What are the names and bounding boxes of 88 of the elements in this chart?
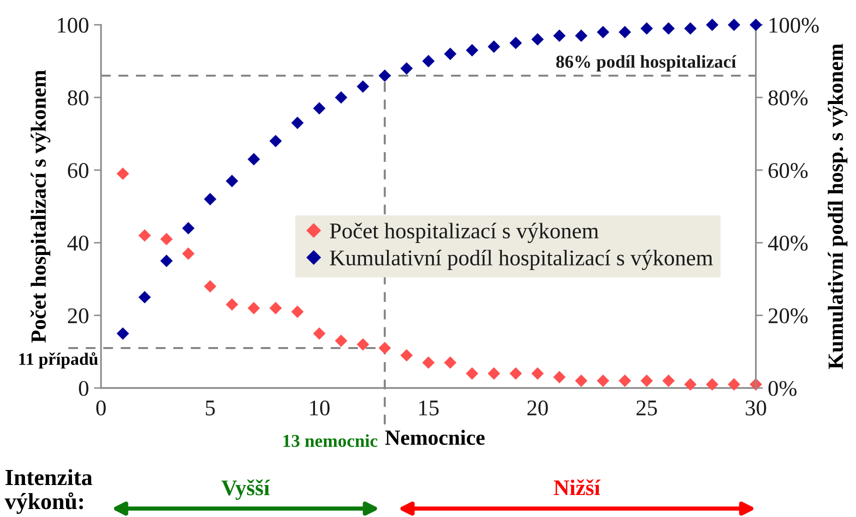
point <box>575 30 588 42</box>
y2-tick-label: 100% <box>770 18 819 33</box>
point <box>466 367 478 380</box>
point <box>334 91 348 104</box>
point <box>204 280 216 293</box>
point <box>269 302 282 314</box>
point <box>662 22 675 35</box>
point <box>116 168 130 180</box>
y-tick-label: 0 <box>78 380 88 396</box>
point <box>182 247 195 260</box>
point <box>116 327 130 340</box>
point <box>248 302 260 314</box>
point <box>618 374 632 387</box>
point <box>378 342 391 354</box>
x-tick-label: 20 <box>527 400 548 416</box>
point <box>204 192 216 206</box>
point <box>728 378 740 391</box>
text: Vyšší <box>221 479 270 500</box>
point <box>226 174 238 188</box>
point <box>531 33 544 46</box>
y-axis-title: Počet hospitalizací s výkonem <box>30 70 50 343</box>
legend-label: Kumulativní podíl hospitalizací s výkonem <box>330 250 713 270</box>
point <box>596 26 610 38</box>
point <box>706 18 718 32</box>
point <box>706 378 718 391</box>
y-tick-label: 100 <box>58 18 88 33</box>
point <box>182 222 195 234</box>
ref-line-label: 13 nemocnic <box>283 434 378 448</box>
point <box>160 232 173 246</box>
point <box>356 338 370 351</box>
legend-label: Počet hospitalizací s výkonem <box>330 222 599 244</box>
point <box>488 367 500 380</box>
point <box>553 30 566 42</box>
point <box>269 134 282 148</box>
point <box>422 356 435 369</box>
y2-tick-label: 0% <box>768 380 797 396</box>
point <box>662 374 675 387</box>
x-tick-label: 10 <box>310 400 330 416</box>
x-tick-label: 0 <box>96 400 106 416</box>
point <box>400 62 413 75</box>
point <box>226 298 238 311</box>
point <box>138 291 151 304</box>
point <box>618 26 632 38</box>
point <box>488 40 500 53</box>
ref-line-label: 86% podíl hospitalizací <box>556 55 736 72</box>
text: Intenzita výkonů: <box>4 469 92 514</box>
point <box>575 374 588 387</box>
point <box>596 374 610 387</box>
y-tick-label: 40 <box>67 236 88 251</box>
point <box>422 54 435 68</box>
point <box>728 18 740 32</box>
x-tick-label: 25 <box>636 400 657 416</box>
point <box>400 349 413 362</box>
y2-axis-title: Kumulativní podíl hosp. s výkonem <box>828 44 848 370</box>
y-tick-label: 20 <box>68 308 88 324</box>
point <box>444 356 456 369</box>
point <box>313 102 326 115</box>
point <box>378 69 391 82</box>
point <box>640 374 653 387</box>
x-axis-title: Nemocnice <box>385 430 485 445</box>
point <box>356 80 370 93</box>
y2-tick-label: 60% <box>768 163 808 178</box>
point <box>160 254 173 268</box>
x-tick-label: 15 <box>419 400 439 416</box>
y2-tick-label: 80% <box>768 90 808 106</box>
y2-tick-label: 40% <box>768 236 808 251</box>
x-tick-label: 5 <box>206 400 215 416</box>
y-tick-label: 60 <box>68 163 88 178</box>
point <box>684 22 697 35</box>
x-tick-label: 30 <box>746 400 766 416</box>
point <box>313 327 326 340</box>
point <box>291 306 304 318</box>
point <box>640 22 653 35</box>
y-tick-label: 80 <box>68 90 88 106</box>
ref-line-label: 11 případů <box>19 352 98 368</box>
point <box>444 48 456 60</box>
point <box>334 334 348 348</box>
point <box>510 367 522 380</box>
point <box>291 116 304 130</box>
point <box>510 36 522 50</box>
y2-tick-label: 20% <box>768 308 808 324</box>
point <box>466 44 478 56</box>
point <box>553 370 566 384</box>
point <box>684 378 697 391</box>
point <box>248 152 260 166</box>
point <box>138 229 151 242</box>
text: Nižší <box>554 479 601 496</box>
point <box>531 367 544 380</box>
